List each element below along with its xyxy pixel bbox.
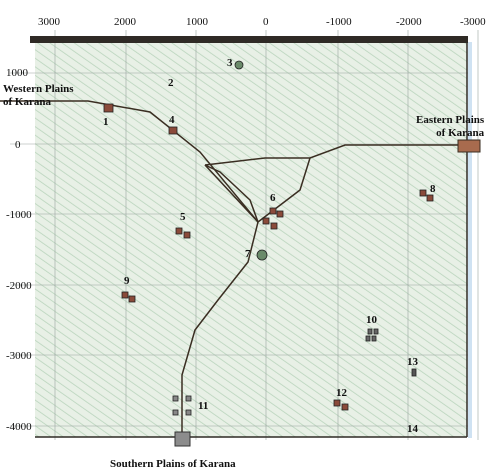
x-tick-0: 0 — [263, 16, 269, 28]
x-tick-2000: 2000 — [114, 16, 136, 28]
y-tick-neg2000: -2000 — [6, 280, 32, 292]
y-tick-neg3000: -3000 — [6, 350, 32, 362]
building-5a[interactable] — [175, 227, 183, 235]
eastern-plains-line1: Eastern Plains — [416, 114, 485, 126]
roads — [0, 100, 460, 435]
y-tick-neg1000: -1000 — [6, 209, 32, 221]
grid-lines — [10, 30, 479, 440]
marker-7[interactable]: 7 — [245, 248, 251, 260]
eastern-plains-line2: of Karana — [436, 127, 485, 139]
building-6b[interactable] — [276, 210, 284, 218]
building-11d[interactable] — [185, 409, 192, 416]
east-edge-strip — [468, 42, 472, 438]
marker-4[interactable]: 4 — [169, 114, 175, 126]
marker-14[interactable]: 14 — [407, 423, 418, 435]
north-border-wall — [30, 36, 468, 43]
marker-11[interactable]: 11 — [198, 400, 209, 412]
southern-plains-label: Southern Plains of Karana — [110, 458, 236, 470]
building-6d[interactable] — [270, 222, 278, 230]
map-hatching — [35, 40, 467, 437]
marker-2[interactable]: 2 — [168, 77, 174, 89]
building-8a[interactable] — [419, 189, 427, 197]
buildings — [103, 60, 434, 416]
marker-3[interactable]: 3 — [227, 57, 233, 69]
building-1[interactable] — [103, 103, 114, 113]
marker-12[interactable]: 12 — [336, 387, 347, 399]
building-6a[interactable] — [269, 207, 277, 215]
building-10b[interactable] — [373, 328, 379, 335]
x-tick-3000: 3000 — [38, 16, 60, 28]
building-11b[interactable] — [185, 395, 192, 402]
building-4[interactable] — [168, 126, 178, 135]
building-10d[interactable] — [371, 335, 377, 342]
marker-13[interactable]: 13 — [407, 356, 418, 368]
marker-1[interactable]: 1 — [103, 116, 109, 128]
building-11a[interactable] — [172, 395, 179, 402]
marker-5[interactable]: 5 — [180, 211, 186, 223]
building-3[interactable] — [234, 60, 244, 70]
marker-9[interactable]: 9 — [124, 275, 130, 287]
building-5b[interactable] — [183, 231, 191, 239]
building-11c[interactable] — [172, 409, 179, 416]
building-9b[interactable] — [128, 295, 136, 303]
east-zone-gate[interactable] — [457, 139, 481, 153]
x-tick-neg1000: -1000 — [326, 16, 352, 28]
eastern-plains-label: Eastern Plains of Karana — [416, 114, 484, 140]
building-6c[interactable] — [262, 217, 270, 225]
building-7[interactable] — [256, 249, 268, 261]
building-12b[interactable] — [341, 403, 349, 411]
marker-8[interactable]: 8 — [430, 183, 436, 195]
building-9a[interactable] — [121, 291, 129, 299]
western-plains-line2: of Karana — [3, 96, 51, 108]
building-13[interactable] — [411, 368, 417, 377]
x-tick-neg2000: -2000 — [396, 16, 422, 28]
building-8b[interactable] — [426, 194, 434, 202]
y-tick-neg4000: -4000 — [6, 421, 32, 433]
south-zone-gate[interactable] — [174, 431, 191, 447]
building-12a[interactable] — [333, 399, 341, 407]
marker-10[interactable]: 10 — [366, 314, 377, 326]
y-tick-0: 0 — [15, 139, 21, 151]
western-plains-label: Western Plains of Karana — [3, 83, 74, 109]
marker-6[interactable]: 6 — [270, 192, 276, 204]
x-tick-1000: 1000 — [186, 16, 208, 28]
building-10a[interactable] — [367, 328, 373, 335]
y-tick-1000: 1000 — [6, 67, 28, 79]
building-10c[interactable] — [365, 335, 371, 342]
western-plains-line1: Western Plains — [3, 83, 74, 95]
x-tick-neg3000: -3000 — [460, 16, 486, 28]
